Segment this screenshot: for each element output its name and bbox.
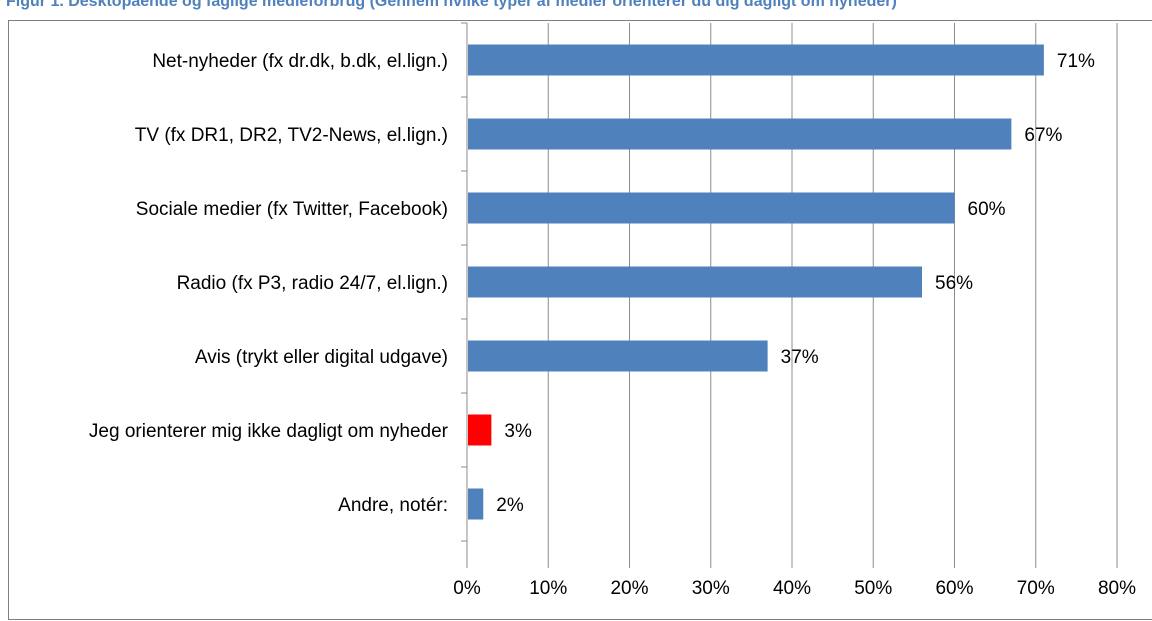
- x-tick-label: 10%: [529, 578, 567, 599]
- bar: [468, 340, 768, 372]
- bar: [468, 44, 1044, 76]
- category-label: Jeg orienterer mig ikke dagligt om nyhed…: [89, 421, 449, 442]
- bars: [468, 44, 1044, 520]
- x-tick-label: 40%: [773, 578, 811, 599]
- data-label: 71%: [1057, 51, 1095, 72]
- bar: [468, 266, 922, 298]
- x-tick-label: 80%: [1098, 578, 1136, 599]
- bar: [468, 488, 484, 520]
- category-label: Net-nyheder (fx dr.dk, b.dk, el.lign.): [152, 51, 448, 72]
- bar-chart: 71% Net-nyheder (fx dr.dk, b.dk, el.lign.…: [89, 22, 1136, 599]
- x-tick-label: 60%: [935, 578, 973, 599]
- x-tick-label: 70%: [1017, 578, 1055, 599]
- x-tick-label: 30%: [692, 578, 730, 599]
- axes: [461, 22, 468, 568]
- x-tick-label: 50%: [854, 578, 892, 599]
- data-label: 3%: [504, 421, 532, 442]
- figure-title: Figur 1. Desktopaende og faglige mediefo…: [6, 0, 897, 10]
- category-label: Andre, notér:: [338, 495, 448, 516]
- category-label: Radio (fx P3, radio 24/7, el.lign.): [177, 273, 448, 294]
- bar: [468, 414, 492, 446]
- data-label: 2%: [496, 495, 524, 516]
- bar: [468, 192, 955, 224]
- data-label: 67%: [1024, 125, 1062, 146]
- labels: 71% Net-nyheder (fx dr.dk, b.dk, el.lign.…: [89, 51, 1136, 599]
- data-label: 60%: [968, 199, 1006, 220]
- x-tick-label: 0%: [453, 578, 481, 599]
- category-label: TV (fx DR1, DR2, TV2-News, el.lign.): [135, 125, 448, 146]
- x-tick-label: 20%: [610, 578, 648, 599]
- data-label: 56%: [935, 273, 973, 294]
- category-label: Sociale medier (fx Twitter, Facebook): [136, 199, 448, 220]
- bar: [468, 118, 1012, 150]
- category-label: Avis (trykt eller digital udgave): [195, 347, 448, 368]
- chart-frame: 71% Net-nyheder (fx dr.dk, b.dk, el.lign.…: [8, 20, 1152, 620]
- data-label: 37%: [781, 347, 819, 368]
